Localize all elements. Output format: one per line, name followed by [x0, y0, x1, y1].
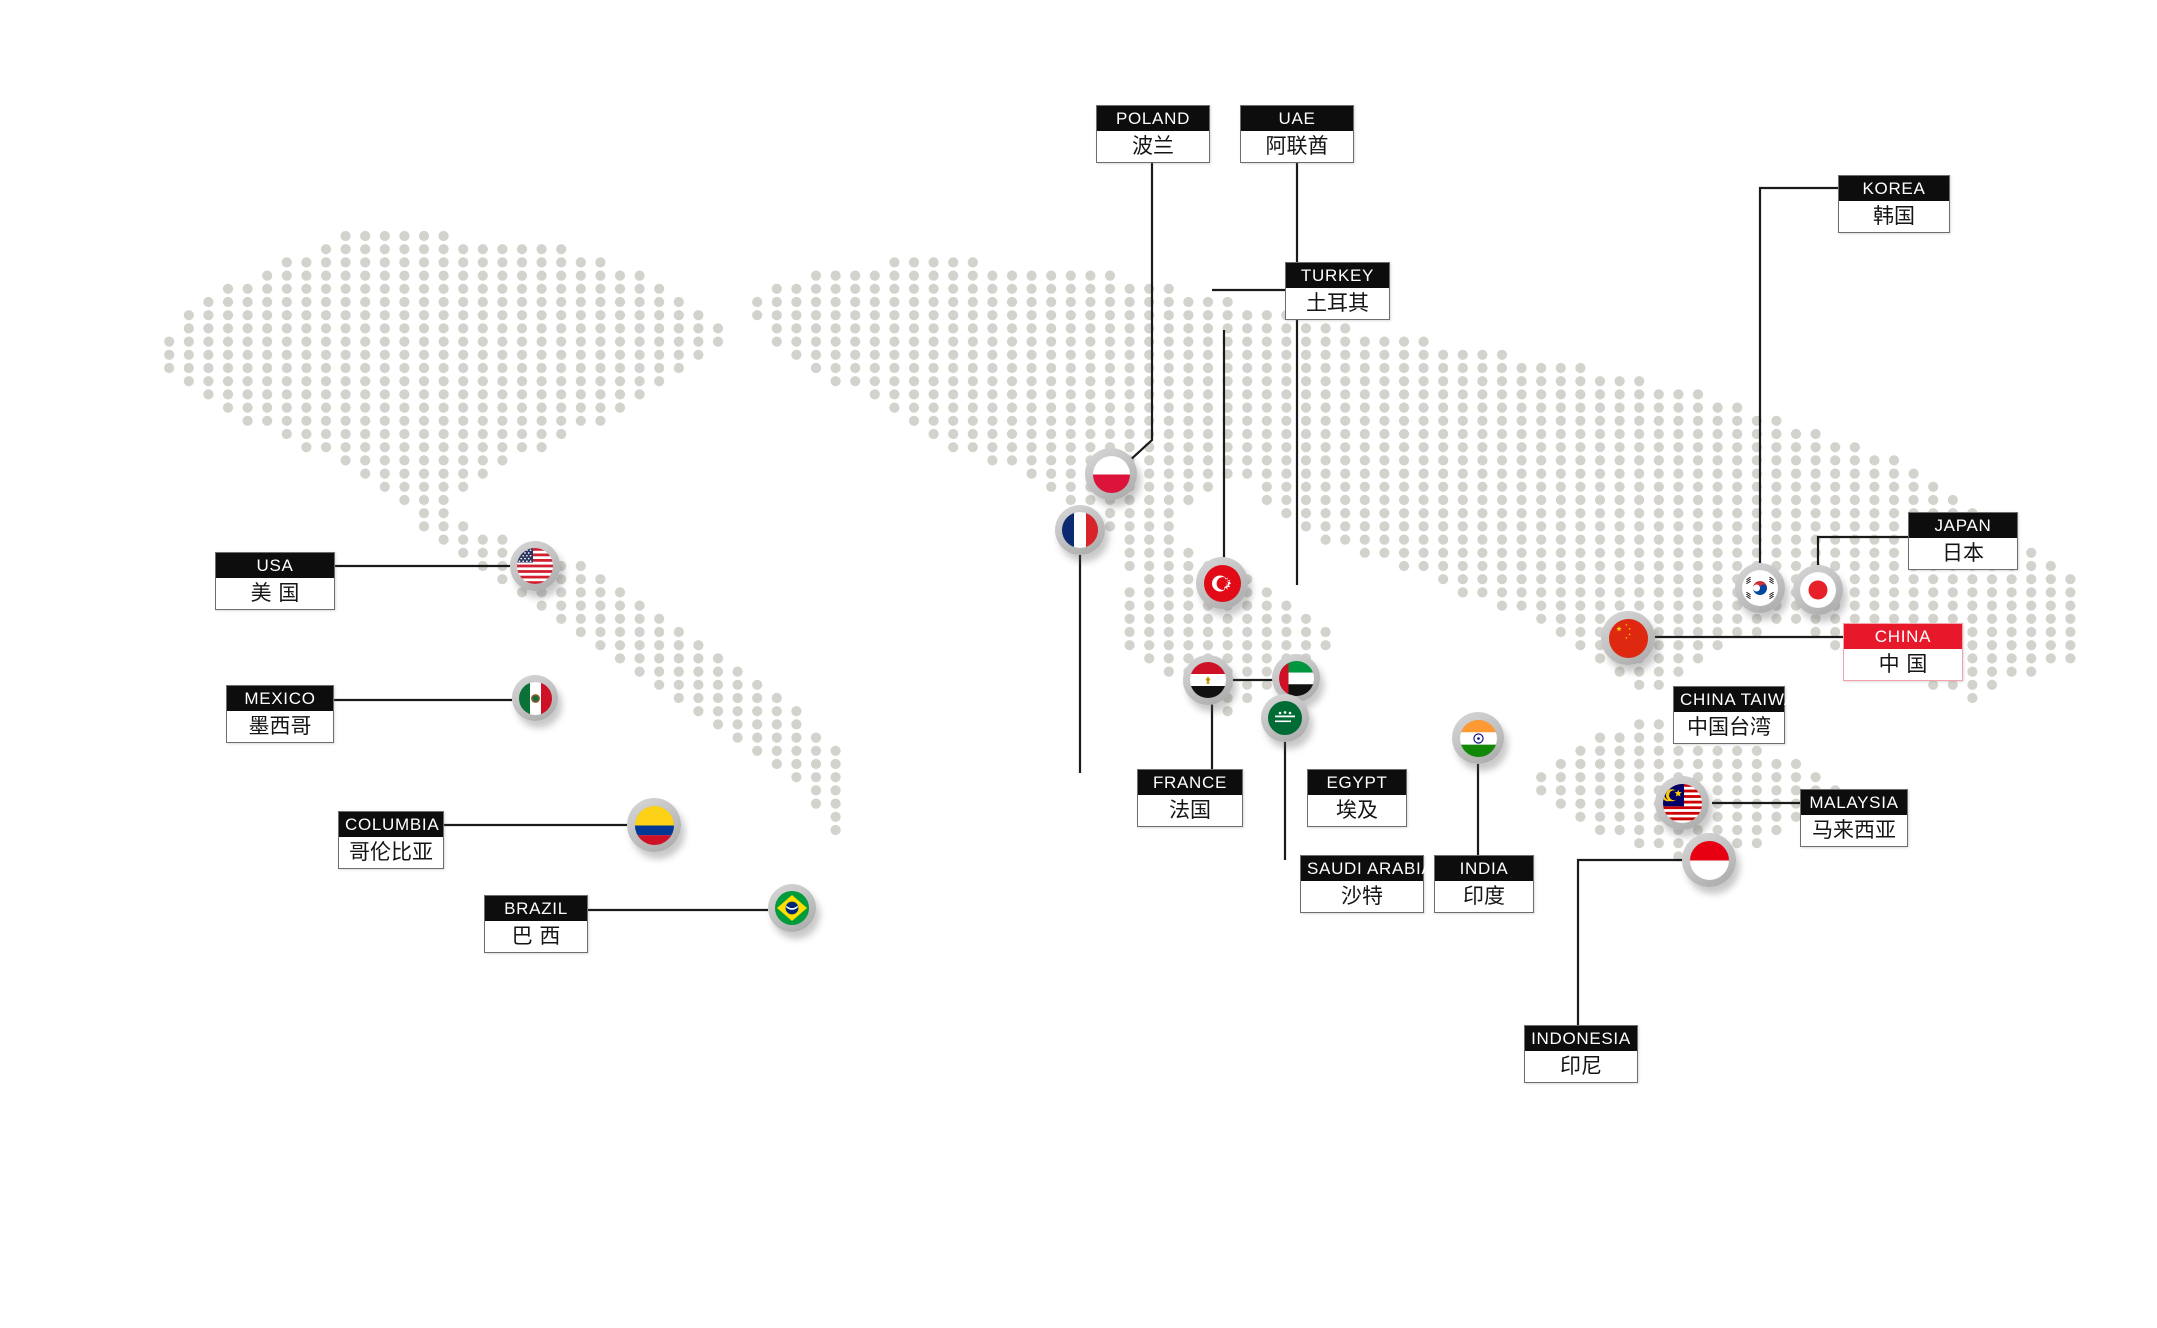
- pin-usa[interactable]: [510, 541, 560, 591]
- flag-columbia-icon: [634, 805, 674, 845]
- label-turkey[interactable]: TURKEY 土耳其: [1285, 262, 1390, 320]
- label-indonesia[interactable]: INDONESIA 印尼: [1524, 1025, 1638, 1083]
- label-brazil-zh: 巴 西: [485, 921, 587, 952]
- label-columbia-en: COLUMBIA: [339, 812, 443, 837]
- pin-india[interactable]: [1452, 712, 1504, 764]
- label-saudi-arabia[interactable]: SAUDI ARABIA 沙特: [1300, 855, 1433, 913]
- pin-saudi-arabia[interactable]: [1261, 694, 1309, 742]
- pin-france[interactable]: [1055, 505, 1105, 555]
- label-japan-en: JAPAN: [1909, 513, 2017, 538]
- flag-france-icon: [1062, 512, 1098, 548]
- pin-poland[interactable]: [1085, 448, 1137, 500]
- flag-india-icon: [1459, 719, 1497, 757]
- label-egypt-en: EGYPT: [1308, 770, 1406, 795]
- label-egypt-zh: 埃及: [1308, 795, 1406, 826]
- label-china-en: CHINA: [1844, 624, 1962, 649]
- flag-china-icon: [1608, 618, 1648, 658]
- label-indonesia-zh: 印尼: [1525, 1051, 1637, 1082]
- label-malaysia-zh: 马来西亚: [1801, 815, 1907, 846]
- label-india-zh: 印度: [1435, 881, 1533, 912]
- label-columbia-zh: 哥伦比亚: [339, 837, 443, 868]
- label-uae-en: UAE: [1241, 106, 1353, 131]
- flag-saudi-arabia-icon: [1268, 701, 1302, 735]
- label-japan-zh: 日本: [1909, 538, 2017, 569]
- label-indonesia-en: INDONESIA: [1525, 1026, 1637, 1051]
- label-poland-zh: 波兰: [1097, 131, 1209, 162]
- pin-china[interactable]: [1601, 611, 1655, 665]
- label-saudi-arabia-en: SAUDI ARABIA: [1301, 856, 1433, 881]
- label-poland[interactable]: POLAND 波兰: [1096, 105, 1210, 163]
- label-saudi-arabia-zh: 沙特: [1301, 881, 1423, 912]
- label-uae[interactable]: UAE 阿联酋: [1240, 105, 1354, 163]
- label-malaysia-en: MALAYSIA: [1801, 790, 1907, 815]
- label-mexico[interactable]: MEXICO 墨西哥: [226, 685, 334, 743]
- label-brazil-en: BRAZIL: [485, 896, 587, 921]
- flag-indonesia-icon: [1689, 840, 1729, 880]
- flag-brazil-icon: [775, 891, 809, 925]
- label-india-en: INDIA: [1435, 856, 1533, 881]
- label-usa-en: USA: [216, 553, 334, 578]
- flag-usa-icon: [517, 548, 553, 584]
- label-korea-zh: 韩国: [1839, 201, 1949, 232]
- label-india[interactable]: INDIA 印度: [1434, 855, 1534, 913]
- pin-indonesia[interactable]: [1682, 833, 1736, 887]
- label-brazil[interactable]: BRAZIL 巴 西: [484, 895, 588, 953]
- label-france-zh: 法国: [1138, 795, 1242, 826]
- flag-mexico-icon: [518, 681, 552, 715]
- label-uae-zh: 阿联酋: [1241, 131, 1353, 162]
- label-usa-zh: 美 国: [216, 578, 334, 609]
- label-china[interactable]: CHINA 中 国: [1843, 623, 1963, 681]
- label-china-taiwan-en: CHINA TAIWAN: [1674, 687, 1808, 712]
- flag-poland-icon: [1092, 455, 1130, 493]
- flag-turkey-icon: [1203, 564, 1241, 602]
- label-columbia[interactable]: COLUMBIA 哥伦比亚: [338, 811, 444, 869]
- label-mexico-en: MEXICO: [227, 686, 333, 711]
- label-egypt[interactable]: EGYPT 埃及: [1307, 769, 1407, 827]
- label-france[interactable]: FRANCE 法国: [1137, 769, 1243, 827]
- flag-korea-icon: [1742, 570, 1778, 606]
- label-china-zh: 中 国: [1844, 649, 1962, 680]
- label-korea-en: KOREA: [1839, 176, 1949, 201]
- pin-korea[interactable]: [1735, 563, 1785, 613]
- pin-japan[interactable]: [1793, 565, 1843, 615]
- label-japan[interactable]: JAPAN 日本: [1908, 512, 2018, 570]
- label-korea[interactable]: KOREA 韩国: [1838, 175, 1950, 233]
- label-france-en: FRANCE: [1138, 770, 1242, 795]
- flag-malaysia-icon: [1662, 783, 1702, 823]
- flag-uae-icon: [1278, 660, 1314, 696]
- pin-turkey[interactable]: [1196, 557, 1248, 609]
- label-turkey-zh: 土耳其: [1286, 288, 1389, 319]
- flag-japan-icon: [1800, 572, 1836, 608]
- pin-brazil[interactable]: [768, 884, 816, 932]
- pin-malaysia[interactable]: [1655, 776, 1709, 830]
- label-turkey-en: TURKEY: [1286, 263, 1389, 288]
- label-usa[interactable]: USA 美 国: [215, 552, 335, 610]
- label-malaysia[interactable]: MALAYSIA 马来西亚: [1800, 789, 1908, 847]
- pin-mexico[interactable]: [512, 675, 558, 721]
- pin-egypt[interactable]: [1183, 655, 1233, 705]
- label-poland-en: POLAND: [1097, 106, 1209, 131]
- label-china-taiwan-zh: 中国台湾: [1674, 712, 1784, 743]
- flag-egypt-icon: [1190, 662, 1226, 698]
- pin-columbia[interactable]: [627, 798, 681, 852]
- label-china-taiwan[interactable]: CHINA TAIWAN 中国台湾: [1673, 686, 1808, 744]
- label-mexico-zh: 墨西哥: [227, 711, 333, 742]
